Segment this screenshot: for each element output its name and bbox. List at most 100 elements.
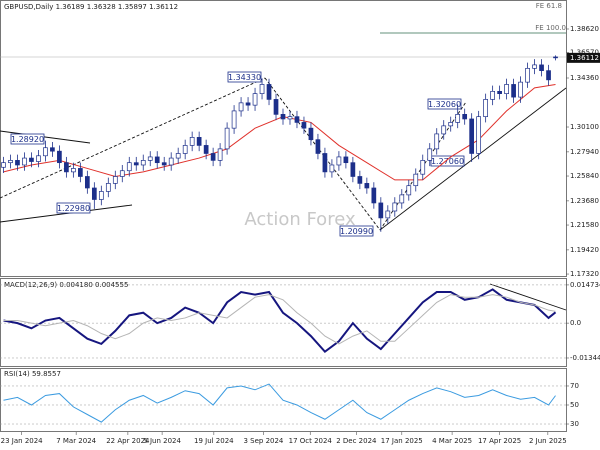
candle-body [210,153,216,161]
y-tick-label: -0.013442 [570,354,600,362]
x-tick-label: 17 Oct 2024 [289,437,333,445]
candle-body [98,191,104,200]
candle-body [553,56,558,59]
watermark: Action Forex [244,209,356,230]
candle-body [504,84,509,94]
last-price-label: 1.36112 [570,54,599,62]
candle-body [50,147,55,152]
candle-body [15,160,20,166]
candle-body [84,176,90,189]
candle-body [539,64,544,71]
annotation: 1.27060 [430,155,465,167]
annotation-text: 1.34330 [228,73,261,82]
candle-body [259,84,265,94]
candle-body [357,176,363,184]
last-price-box [567,52,600,63]
indicator-line [3,383,556,423]
candle-body [189,137,195,146]
y-tick-label: 1.34360 [570,74,599,82]
candle-body [140,160,146,166]
y-tick-label: 1.19420 [570,246,599,254]
x-tick-label: 2 Jun 2025 [529,437,567,445]
y-tick-label: 1.27940 [570,148,599,156]
candle-body [168,157,174,166]
candle-body [378,202,384,219]
candle-body [511,84,516,98]
candle-body [392,202,398,212]
y-tick-label: 1.30100 [570,123,599,131]
candle-body [252,93,258,106]
candle-body [518,81,523,98]
y-tick-label: 1.36570 [570,49,599,57]
candle-body [36,155,41,162]
y-tick-label: 0.014734 [570,281,600,289]
candle-body [22,157,27,166]
candle-body [532,64,537,69]
candle-body [350,162,356,177]
annotation-text: 1.28920 [11,135,44,144]
candle-body [441,125,447,135]
candle-body [294,116,300,123]
candle-body [476,116,482,154]
candle-body [8,160,13,164]
candle-body [469,118,475,154]
annotation: 1.22980 [56,202,91,214]
candle-body [245,102,251,106]
candle-body [91,187,97,200]
candle-body [29,157,34,162]
candle-body [217,148,223,161]
x-tick-label: 17 Apr 2025 [478,437,521,445]
candle-body [371,187,377,204]
candle-body [161,162,167,166]
candle-body [43,147,48,157]
candle-body [203,145,209,154]
candle-body [273,99,279,115]
x-tick-label: 7 Mar 2024 [56,437,96,445]
annotation-text: 1.32060 [428,100,461,109]
y-tick-label: 1.38620 [570,25,599,33]
candle-body [126,162,132,172]
candle-body [448,122,454,127]
y-tick-label: 50 [570,401,579,409]
candle-body [238,102,244,112]
candle-body [525,67,530,83]
x-tick-label: 17 Jan 2025 [381,437,423,445]
x-tick-label: 19 Jul 2024 [194,437,234,445]
candle-body [182,145,188,154]
candle-body [420,160,426,175]
candle-body [78,168,83,177]
candle-body [57,150,62,164]
candle-body [154,156,160,164]
candle-body [105,183,111,192]
annotation: 1.20990 [339,225,374,237]
macd-title: MACD(12,26,9) 0.004180 0.004555 [4,281,128,289]
candle-body [364,183,370,189]
candle-body [413,173,419,187]
y-tick-label: 1.25840 [570,172,599,180]
annotation-text: 1.20990 [340,227,373,236]
candle-body [1,162,6,168]
y-tick-label: 1.17320 [570,270,599,278]
candle-body [196,137,202,146]
candle-body [434,133,440,150]
candle-body [64,162,69,173]
candle-body [224,127,230,150]
candle-body [322,153,328,173]
candle-body [175,153,181,159]
x-tick-label: 2 Dec 2024 [336,437,377,445]
candle-body [462,114,468,120]
indicator-line [3,294,556,345]
candle-body [399,194,405,204]
candle-body [455,114,461,123]
annotation: 1.32060 [427,98,462,110]
annotation: 1.34330 [227,71,262,83]
y-tick-label: 70 [570,382,579,390]
candle-body [280,114,286,120]
candle-body [483,99,488,118]
candle-body [336,156,342,166]
y-tick-label: 30 [570,420,579,428]
indicator-line [3,288,557,354]
x-tick-label: 4 Mar 2025 [432,437,472,445]
y-tick-label: 1.21580 [570,221,599,229]
